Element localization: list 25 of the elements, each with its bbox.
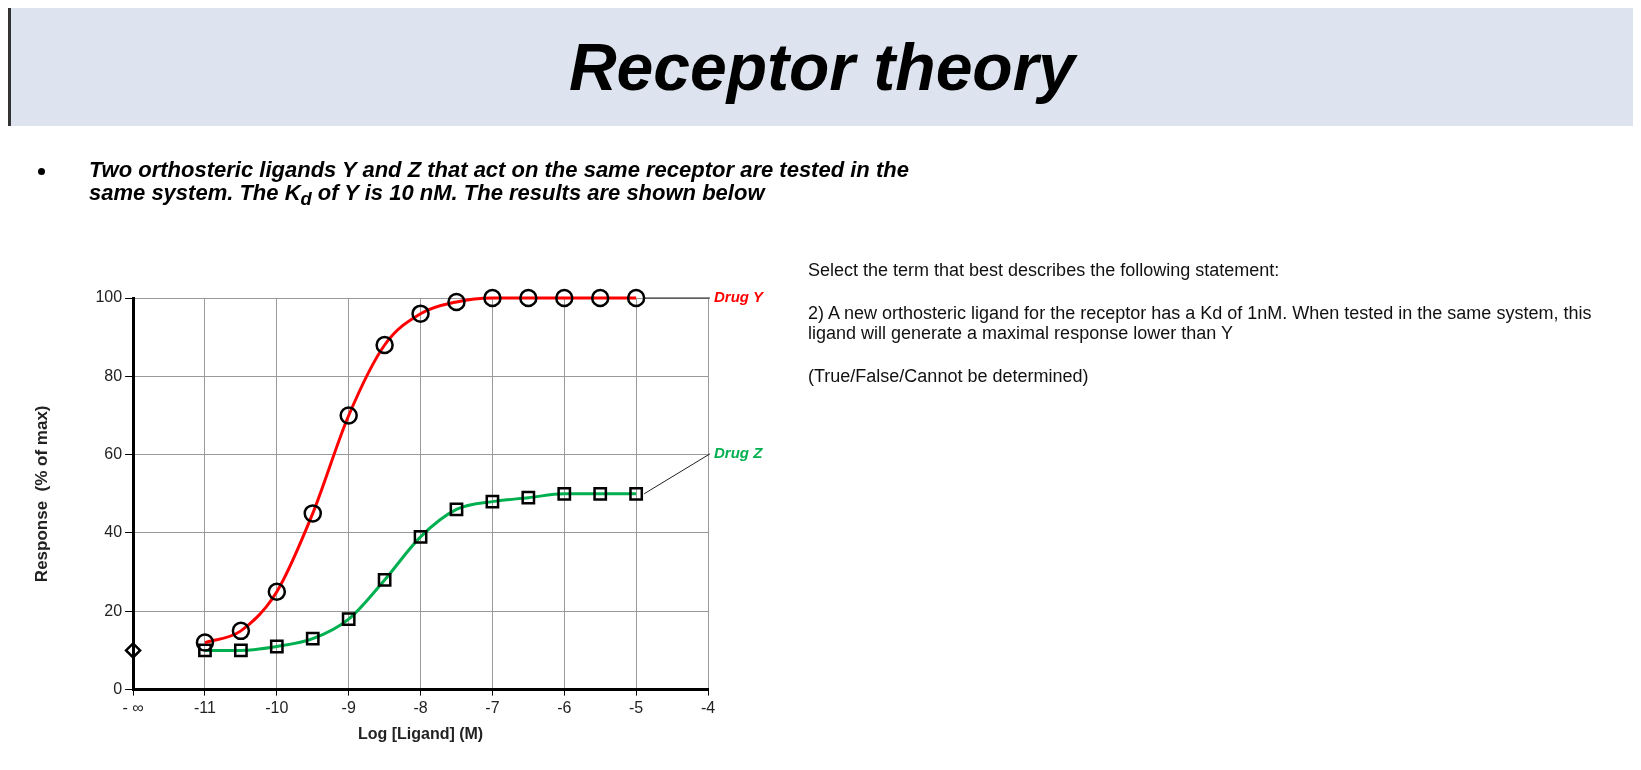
- x-tick-label: -5: [629, 698, 644, 716]
- x-tick-label: -7: [485, 698, 500, 716]
- text: 2) A new orthosteric ligand for the receptor has a Kd of 1nM. When tested in the same system, this ligand will generate a maximal response lower than Y: [808, 302, 1593, 345]
- y-tick-label: 60: [104, 445, 123, 463]
- y-tick-label: 20: [104, 601, 123, 619]
- y-tick-label: 80: [104, 366, 123, 384]
- y-tick-label: 0: [113, 680, 123, 698]
- text: (True/False/Cannot be determined): [808, 366, 1090, 387]
- x-tick-label: -11: [193, 698, 217, 716]
- x-tick-label: - ∞: [122, 698, 144, 716]
- text: Drug Y: [714, 288, 765, 306]
- x-tick-label: -4: [700, 698, 716, 716]
- y-tick-label: 100: [95, 288, 123, 306]
- chart-subtitle: Two orthosteric ligands Y and Z that act on the same receptor are tested in the same system. The K$_{d}$ of Y is 10 nM. The results are shown below: [89, 157, 910, 210]
- chart-title: Receptor theory: [568, 29, 1076, 105]
- text: Drug Z: [714, 443, 764, 461]
- x-tick-label: -10: [265, 698, 289, 716]
- text: Select the term that best describes the following statement:: [808, 260, 1281, 281]
- x-tick-label: -8: [413, 698, 428, 716]
- x-tick-label: -9: [341, 698, 356, 716]
- y-axis-title: Response (% of max): [31, 405, 51, 583]
- point: [124, 642, 142, 659]
- y-tick-label: 40: [104, 523, 123, 541]
- x-tick-label: -6: [557, 698, 572, 716]
- x-axis-title: Log [Ligand] (M): [357, 724, 484, 742]
